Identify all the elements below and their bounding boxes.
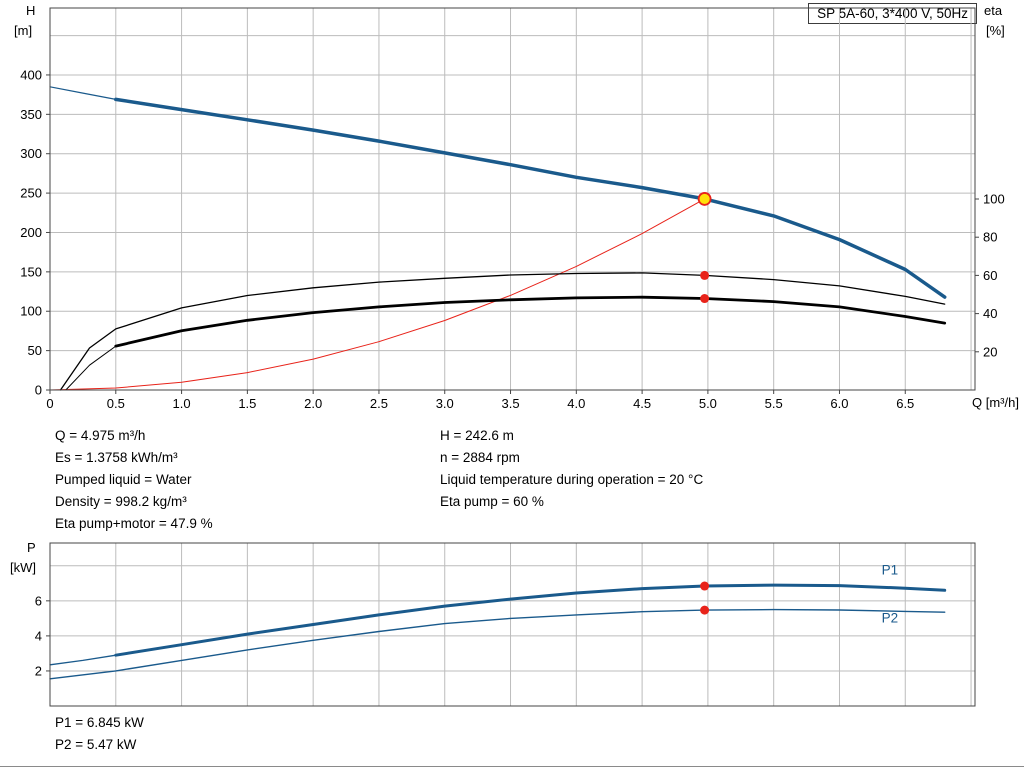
- series-label-p2: P2: [882, 611, 899, 626]
- result-p2: P2 = 5.47 kW: [55, 737, 137, 752]
- duty-info-left-column: Q = 4.975 m³/h Es = 1.3758 kWh/m³ Pumped…: [55, 425, 213, 535]
- info-eta-pump: Eta pump = 60 %: [440, 494, 544, 509]
- y-left-tick-label: 350: [20, 107, 42, 122]
- plot-border: [49, 7, 976, 391]
- p1-marker: [700, 581, 710, 591]
- y-right-tick-label: 20: [983, 344, 997, 359]
- duty-info-right-column: H = 242.6 m n = 2884 rpm Liquid temperat…: [440, 425, 703, 513]
- y-left-tick-label: 100: [20, 304, 42, 319]
- eta-pump-motor-marker: [700, 294, 710, 304]
- y-right-tick-label: 40: [983, 306, 997, 321]
- pump-curve-lead: [49, 86, 117, 100]
- p-axis-unit: [kW]: [10, 560, 36, 575]
- result-p1: P1 = 6.845 kW: [55, 715, 144, 730]
- y-left-tick-label: 300: [20, 146, 42, 161]
- p-axis-title: P: [27, 540, 36, 555]
- eta-pump-marker: [700, 270, 710, 280]
- duty-point-marker: [697, 192, 712, 206]
- y-right-tick-label: 60: [983, 268, 997, 283]
- y-left-tick-label: 150: [20, 264, 42, 279]
- eta-pump-curve: [59, 272, 946, 391]
- p1-curve: [114, 583, 947, 657]
- info-pumped-liquid: Pumped liquid = Water: [55, 472, 192, 487]
- x-tick-label: 0: [46, 396, 53, 411]
- x-tick-label: 0.5: [107, 396, 125, 411]
- y-left-tick-label: 250: [20, 186, 42, 201]
- p1-curve-lead: [49, 654, 117, 666]
- x-tick-label: 2.0: [304, 396, 322, 411]
- q-axis-title: Q [m³/h]: [972, 395, 1019, 410]
- y-left-tick-label: 200: [20, 225, 42, 240]
- x-tick-label: 5.5: [765, 396, 783, 411]
- series-label-p1: P1: [882, 563, 899, 578]
- y-right-tick-label: 100: [983, 192, 1005, 207]
- y-left-tick-label: 2: [35, 663, 42, 678]
- bottom-divider: [0, 766, 1024, 767]
- info-q: Q = 4.975 m³/h: [55, 428, 146, 443]
- plot-border: [49, 542, 976, 707]
- x-tick-label: 1.5: [238, 396, 256, 411]
- info-n: n = 2884 rpm: [440, 450, 520, 465]
- x-tick-label: 3.0: [436, 396, 454, 411]
- info-density: Density = 998.2 kg/m³: [55, 494, 187, 509]
- x-tick-label: 1.0: [173, 396, 191, 411]
- power-results: P1 = 6.845 kW P2 = 5.47 kW: [55, 712, 144, 756]
- y-left-tick-label: 50: [28, 343, 42, 358]
- info-liquid-temp: Liquid temperature during operation = 20…: [440, 472, 704, 487]
- x-tick-label: 6.5: [896, 396, 914, 411]
- p2-marker: [700, 605, 710, 615]
- p2-curve: [49, 608, 946, 680]
- h-axis-unit: [m]: [14, 23, 33, 38]
- info-es: Es = 1.3758 kWh/m³: [55, 450, 178, 465]
- head-efficiency-chart: 0 0.5 1.0 1.5 2.0 2.5 3.0 3.5 4.0 4.5 5.0 5.5 6.0 6.5…: [20, 7, 1005, 411]
- h-axis-title: H: [26, 3, 36, 18]
- eta-axis-unit: [%]: [986, 23, 1005, 38]
- power-chart: 2 4 6 P1 P2: [35, 542, 976, 707]
- x-tick-label: 6.0: [830, 396, 848, 411]
- pump-curve: [114, 97, 947, 299]
- system-curve: [49, 198, 706, 391]
- eta-axis-title: eta: [984, 3, 1003, 18]
- y-left-tick-label: 400: [20, 67, 42, 82]
- x-tick-label: 4.5: [633, 396, 651, 411]
- x-tick-label: 2.5: [370, 396, 388, 411]
- y-left-tick-label: 4: [35, 628, 42, 643]
- x-tick-label: 5.0: [699, 396, 717, 411]
- x-tick-label: 3.5: [501, 396, 519, 411]
- x-tick-label: 4.0: [567, 396, 585, 411]
- info-eta-pump-motor: Eta pump+motor = 47.9 %: [55, 516, 213, 531]
- info-h: H = 242.6 m: [440, 428, 514, 443]
- y-left-tick-label: 0: [35, 383, 42, 398]
- eta-pump-motor-lead: [65, 345, 117, 391]
- y-right-tick-label: 80: [983, 230, 997, 245]
- eta-pump-motor-curve: [114, 295, 947, 348]
- y-left-tick-label: 6: [35, 593, 42, 608]
